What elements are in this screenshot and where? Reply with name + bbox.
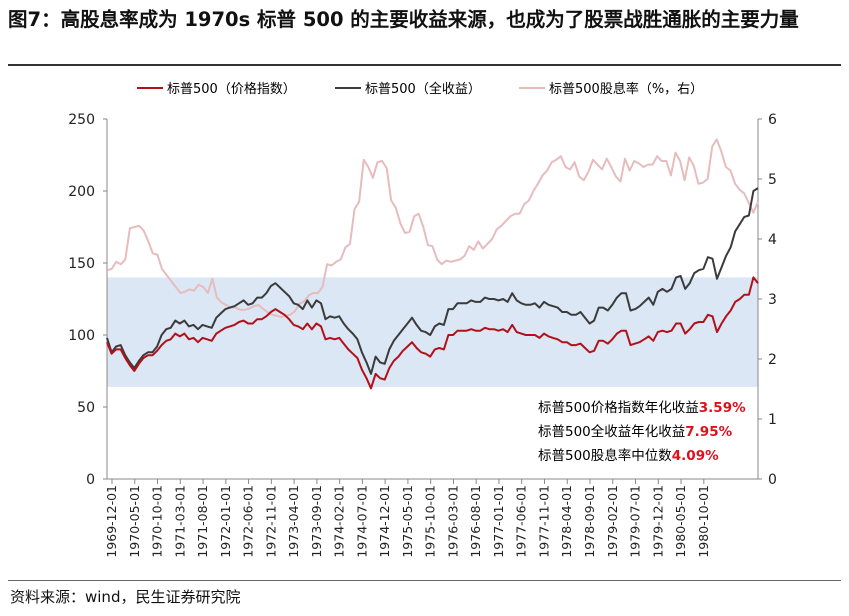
x-tick-label: 1972-01-01	[218, 485, 233, 558]
x-tick-label: 1972-11-01	[263, 485, 278, 558]
y-left-tick-label: 100	[68, 328, 95, 344]
series-line-yield	[106, 138, 759, 318]
x-tick-label: 1974-12-01	[377, 485, 392, 558]
series-line-price	[106, 276, 759, 390]
x-tick-label: 1979-07-01	[628, 485, 643, 558]
annotation-dividend-yield: 标普500股息率中位数4.09%	[538, 447, 719, 464]
x-tick-label: 1969-12-01	[104, 485, 119, 558]
x-tick-label: 1973-09-01	[309, 485, 324, 558]
x-tick-label: 1970-05-01	[127, 485, 142, 558]
x-tick-label: 1977-11-01	[536, 485, 551, 558]
y-left-tick-label: 0	[86, 472, 95, 488]
x-tick-label: 1976-03-01	[445, 485, 460, 558]
x-tick-label: 1975-10-01	[423, 485, 438, 558]
legend-item-yield: 标普500股息率（%，右）	[519, 78, 703, 97]
x-tick-label: 1977-01-01	[491, 485, 506, 558]
y-left-tick-label: 250	[68, 112, 95, 128]
x-tick-label: 1980-05-01	[673, 485, 688, 558]
y-right-tick-label: 3	[768, 292, 777, 308]
annotation-price-return: 标普500价格指数年化收益3.59%	[538, 400, 746, 416]
legend-swatch-price	[137, 86, 163, 89]
y-right-tick-label: 1	[768, 412, 777, 428]
x-tick-label: 1979-02-01	[605, 485, 620, 558]
y-left-tick-label: 50	[77, 400, 95, 416]
x-tick-label: 1975-05-01	[400, 485, 415, 558]
legend: 标普500（价格指数） 标普500（全收益） 标普500股息率（%，右）	[0, 78, 849, 98]
y-left-tick-label: 150	[68, 256, 95, 272]
legend-swatch-total	[335, 86, 361, 89]
y-right-tick-label: 0	[768, 472, 777, 488]
y-left-tick-label: 200	[68, 184, 95, 200]
chart-title: 图7：高股息率成为 1970s 标普 500 的主要收益来源，也成为了股票战胜通…	[8, 8, 799, 31]
x-tick-label: 1974-02-01	[332, 485, 347, 558]
legend-label-price: 标普500（价格指数）	[167, 82, 296, 97]
x-tick-label: 1980-10-01	[696, 485, 711, 558]
x-tick-label: 1971-03-01	[172, 485, 187, 558]
legend-item-price: 标普500（价格指数）	[137, 78, 296, 97]
series-line-total	[106, 187, 759, 375]
title-divider	[8, 64, 841, 66]
legend-label-total: 标普500（全收益）	[365, 82, 481, 97]
x-tick-label: 1978-04-01	[559, 485, 574, 558]
footer-divider	[8, 580, 841, 581]
annotation-total-return: 标普500全收益年化收益7.95%	[538, 423, 733, 440]
line-chart: 0 50 100 150 200 250 0 1 2 3 4 5 6 1969-12-01 1970-05-…	[68, 112, 777, 558]
source-note: 资料来源：wind，民生证券研究院	[10, 588, 241, 606]
y-right-tick-label: 6	[768, 112, 777, 128]
y-right-tick-label: 2	[768, 352, 777, 368]
legend-swatch-yield	[519, 86, 545, 89]
x-tick-label: 1974-07-01	[354, 485, 369, 558]
x-tick-label: 1978-09-01	[582, 485, 597, 558]
legend-label-yield: 标普500股息率（%，右）	[549, 82, 704, 97]
x-tick-label: 1972-06-01	[241, 485, 256, 558]
y-right-tick-label: 5	[768, 172, 777, 188]
y-right-tick-label: 4	[768, 232, 777, 248]
x-tick-label: 1976-08-01	[468, 485, 483, 558]
legend-item-total: 标普500（全收益）	[335, 78, 481, 97]
x-tick-label: 1973-04-01	[286, 485, 301, 558]
x-tick-label: 1970-10-01	[150, 485, 165, 558]
x-tick-label: 1971-08-01	[195, 485, 210, 558]
x-tick-label: 1977-06-01	[514, 485, 529, 558]
x-tick-label: 1979-12-01	[650, 485, 665, 558]
